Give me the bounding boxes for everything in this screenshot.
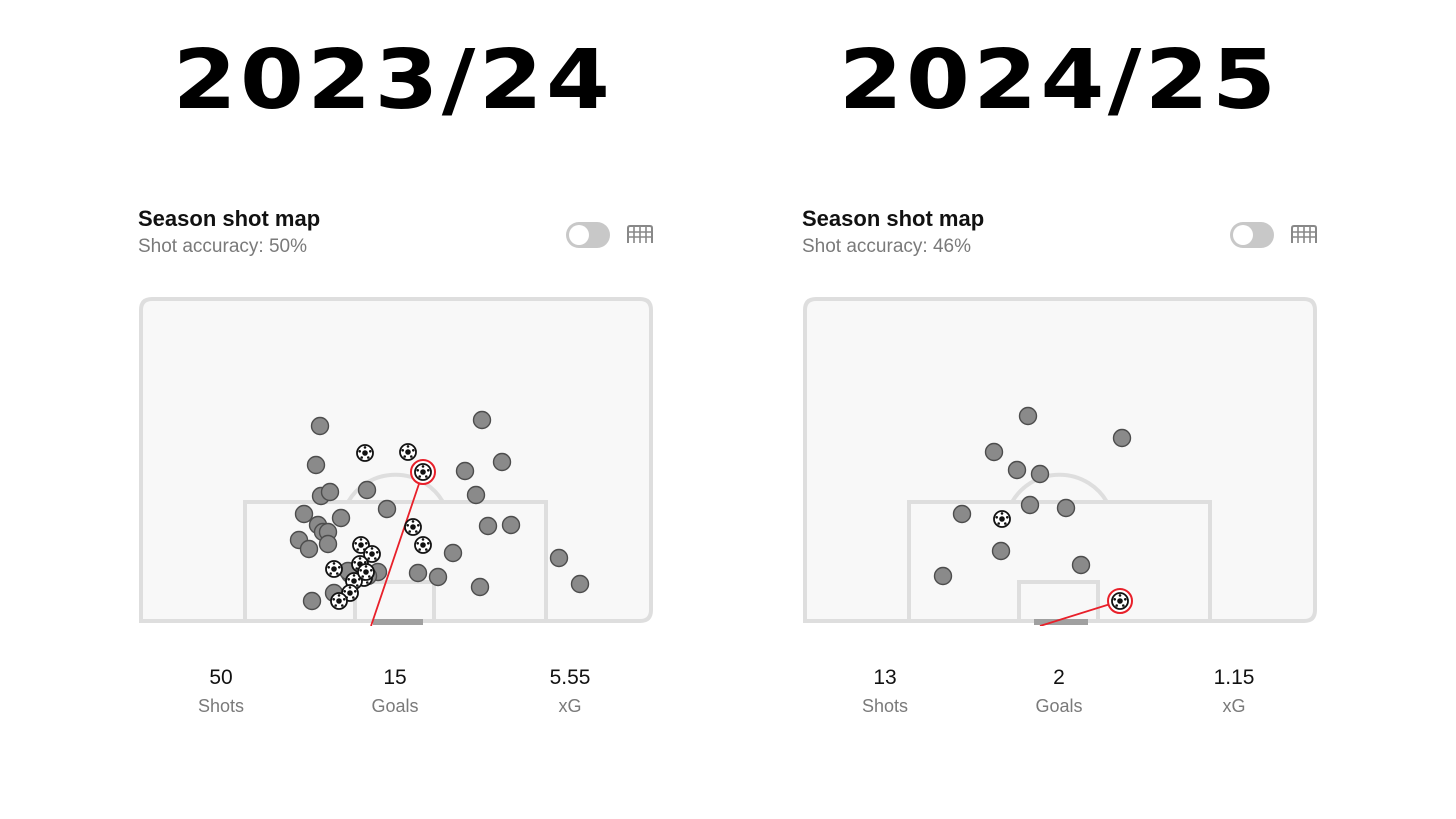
shot-marker[interactable] bbox=[952, 504, 972, 524]
shot-trajectory bbox=[1039, 600, 1121, 626]
shot-marker[interactable] bbox=[1112, 428, 1132, 448]
goal-shot-marker[interactable] bbox=[363, 545, 381, 563]
shot-marker[interactable] bbox=[991, 541, 1011, 561]
shot-accuracy: Shot accuracy: 50% bbox=[138, 236, 307, 257]
shot-marker[interactable] bbox=[331, 508, 351, 528]
stat-value: 5.55 bbox=[549, 666, 591, 689]
card-title: Season shot map bbox=[802, 206, 985, 231]
card-title: Season shot map bbox=[138, 206, 321, 231]
shot-marker[interactable] bbox=[501, 515, 521, 535]
shot-marker[interactable] bbox=[455, 461, 475, 481]
goal-shot-marker[interactable] bbox=[325, 560, 343, 578]
stat-label: Goals bbox=[1035, 696, 1083, 716]
goal-shot-marker[interactable] bbox=[330, 592, 348, 610]
shot-marker[interactable] bbox=[478, 516, 498, 536]
shot-marker[interactable] bbox=[1018, 406, 1038, 426]
stat-goals: 2 Goals bbox=[989, 666, 1129, 717]
shot-marker[interactable] bbox=[357, 480, 377, 500]
selected-shot-marker[interactable] bbox=[410, 459, 436, 485]
shot-trajectory bbox=[370, 471, 424, 626]
shot-marker[interactable] bbox=[1020, 495, 1040, 515]
stat-label: xG bbox=[558, 696, 582, 716]
shot-marker[interactable] bbox=[443, 543, 463, 563]
shot-marker[interactable] bbox=[377, 499, 397, 519]
shot-marker[interactable] bbox=[984, 442, 1004, 462]
shot-marker[interactable] bbox=[472, 410, 492, 430]
season-title: 2023/24 bbox=[172, 33, 614, 128]
selected-shot-marker[interactable] bbox=[1107, 588, 1133, 614]
shot-marker[interactable] bbox=[933, 566, 953, 586]
shot-marker[interactable] bbox=[302, 591, 322, 611]
toggle-knob bbox=[1233, 225, 1253, 245]
shot-map-card: Season shot map Shot accuracy: 50% 50 Sh… bbox=[138, 200, 658, 730]
stat-goals: 15 Goals bbox=[325, 666, 465, 717]
season-title: 2024/25 bbox=[838, 33, 1280, 128]
shot-accuracy: Shot accuracy: 46% bbox=[802, 236, 971, 257]
goal-shot-marker[interactable] bbox=[357, 563, 375, 581]
pitch-markings bbox=[139, 297, 653, 625]
shot-marker[interactable] bbox=[299, 539, 319, 559]
shot-marker[interactable] bbox=[306, 455, 326, 475]
stat-label: Shots bbox=[197, 696, 245, 716]
view-toggle[interactable] bbox=[566, 222, 610, 248]
shot-marker[interactable] bbox=[1030, 464, 1050, 484]
shot-marker[interactable] bbox=[1071, 555, 1091, 575]
stat-label: Goals bbox=[371, 696, 419, 716]
goal-shot-marker[interactable] bbox=[356, 444, 374, 462]
shot-marker[interactable] bbox=[408, 563, 428, 583]
shot-marker[interactable] bbox=[492, 452, 512, 472]
shot-map-card: Season shot map Shot accuracy: 46% 13 Sh… bbox=[802, 200, 1322, 730]
toggle-knob bbox=[569, 225, 589, 245]
stat-value: 13 bbox=[873, 666, 897, 689]
stat-value: 50 bbox=[209, 666, 233, 689]
shot-marker[interactable] bbox=[294, 504, 314, 524]
shot-marker[interactable] bbox=[318, 534, 338, 554]
stat-label: xG bbox=[1222, 696, 1246, 716]
shot-marker[interactable] bbox=[310, 416, 330, 436]
goal-shot-marker[interactable] bbox=[404, 518, 422, 536]
shot-marker[interactable] bbox=[1056, 498, 1076, 518]
pitch-markings bbox=[803, 297, 1317, 625]
stat-label: Shots bbox=[861, 696, 909, 716]
goal-shot-marker[interactable] bbox=[414, 536, 432, 554]
stat-value: 2 bbox=[1053, 666, 1065, 689]
shot-marker[interactable] bbox=[428, 567, 448, 587]
shot-marker[interactable] bbox=[570, 574, 590, 594]
shot-marker[interactable] bbox=[1007, 460, 1027, 480]
shot-marker[interactable] bbox=[466, 485, 486, 505]
goal-shot-marker[interactable] bbox=[399, 443, 417, 461]
shot-marker[interactable] bbox=[320, 482, 340, 502]
shot-marker[interactable] bbox=[470, 577, 490, 597]
stat-value: 1.15 bbox=[1213, 666, 1255, 689]
goal-shot-marker[interactable] bbox=[993, 510, 1011, 528]
shot-marker[interactable] bbox=[549, 548, 569, 568]
view-toggle[interactable] bbox=[1230, 222, 1274, 248]
pitch bbox=[139, 297, 653, 626]
stat-shots: 13 Shots bbox=[815, 666, 955, 717]
stat-xg: 5.55 xG bbox=[500, 666, 640, 717]
goal-net-icon[interactable] bbox=[1290, 224, 1318, 244]
stat-xg: 1.15 xG bbox=[1164, 666, 1304, 717]
stat-shots: 50 Shots bbox=[151, 666, 291, 717]
goal-net-icon[interactable] bbox=[626, 224, 654, 244]
pitch bbox=[803, 297, 1317, 626]
stat-value: 15 bbox=[383, 666, 407, 689]
